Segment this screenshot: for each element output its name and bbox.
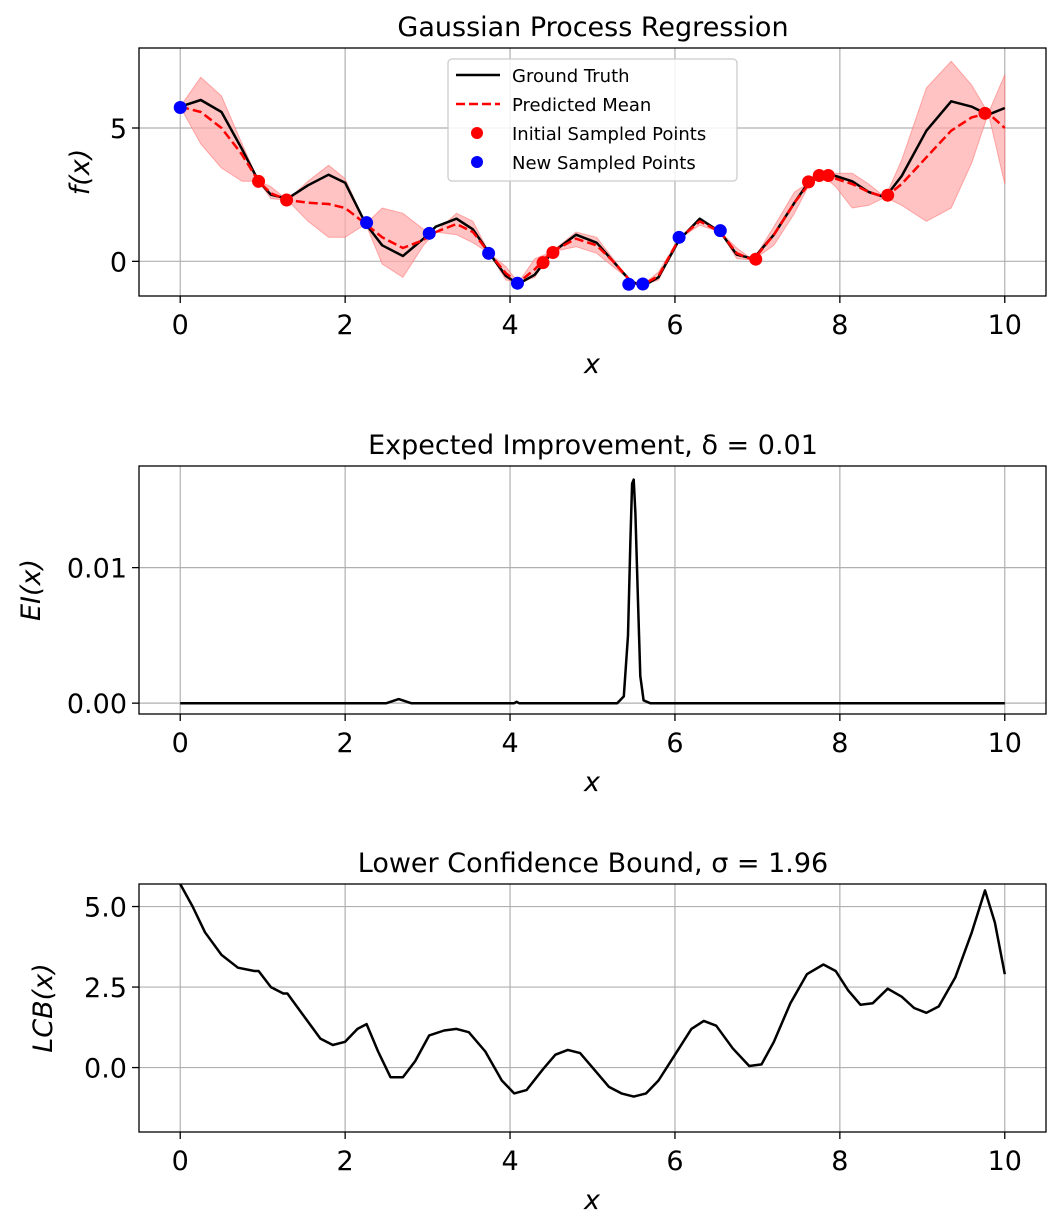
y-tick-label: 0.0 <box>84 1054 127 1085</box>
x-axis-label: x <box>583 349 601 380</box>
x-tick-labels: 0 2 4 6 8 10 <box>172 296 1022 341</box>
y-tick-labels: 05 <box>110 114 139 278</box>
legend-new-points-label: New Sampled Points <box>512 153 696 174</box>
x-tick-label: 10 <box>988 728 1022 759</box>
new-sampled-point <box>422 226 436 240</box>
y-tick-label: 0 <box>110 247 127 278</box>
legend-box <box>447 58 738 182</box>
x-tick-label: 0 <box>172 310 189 341</box>
panel-title: Lower Confidence Bound, σ = 1.96 <box>358 848 828 879</box>
initial-sampled-point <box>536 256 550 270</box>
x-axis-label: x <box>583 1185 601 1216</box>
x-tick-label: 0 <box>172 728 189 759</box>
plot-area <box>179 883 1007 1098</box>
y-tick-labels: 0.0 2.5 5.0 <box>84 893 139 1085</box>
new-sampled-point <box>360 216 374 230</box>
x-tick-labels: 0 2 4 6 8 10 <box>172 1132 1022 1177</box>
legend-predicted-mean-label: Predicted Mean <box>512 95 651 116</box>
x-tick-label: 4 <box>501 1146 518 1177</box>
panel-title: Expected Improvement, δ = 0.01 <box>368 430 818 461</box>
new-sampled-point <box>713 224 727 238</box>
x-tick-label: 2 <box>337 310 354 341</box>
x-tick-label: 10 <box>988 1146 1022 1177</box>
expected-improvement-panel: Expected Improvement, δ = 0.01 0 2 4 6 8 10 0… <box>16 430 1047 798</box>
plot-area <box>173 60 1006 291</box>
y-tick-label: 0.00 <box>67 689 127 720</box>
x-tick-label: 6 <box>666 728 683 759</box>
legend: Ground Truth Predicted Mean Initial Samp… <box>447 58 738 182</box>
y-tick-label: 5.0 <box>84 893 127 924</box>
initial-sampled-point <box>280 193 294 207</box>
x-tick-labels: 0 2 4 6 8 10 <box>172 714 1022 759</box>
x-tick-label: 8 <box>831 310 848 341</box>
new-sampled-point <box>173 100 187 114</box>
initial-sampled-point <box>546 246 560 260</box>
x-tick-label: 8 <box>831 1146 848 1177</box>
expected-improvement-line <box>180 478 1005 705</box>
y-tick-label: 0.01 <box>67 554 127 585</box>
y-tick-labels: 0.00 0.01 <box>67 554 139 720</box>
x-tick-label: 6 <box>666 1146 683 1177</box>
initial-sampled-point <box>881 188 895 202</box>
axes-frame <box>138 883 1047 1133</box>
plot-area <box>180 478 1005 705</box>
ground-truth-line <box>179 98 1006 288</box>
initial-sampled-point <box>749 252 763 266</box>
panel-title: Gaussian Process Regression <box>397 12 788 43</box>
legend-ground-truth-label: Ground Truth <box>512 66 630 87</box>
new-sampled-point <box>636 277 650 291</box>
x-tick-label: 8 <box>831 728 848 759</box>
lower-confidence-bound-panel: Lower Confidence Bound, σ = 1.96 0 2 4 6 8 10… <box>28 848 1047 1216</box>
x-axis-label: x <box>583 767 601 798</box>
x-tick-label: 2 <box>337 1146 354 1177</box>
new-sampled-point <box>672 230 686 244</box>
initial-sampled-point <box>821 168 835 182</box>
x-tick-label: 2 <box>337 728 354 759</box>
axes-frame <box>138 47 1047 297</box>
grid-lines <box>139 884 1046 1132</box>
initial-sampled-point <box>978 106 992 120</box>
x-tick-label: 10 <box>988 310 1022 341</box>
legend-initial-points-label: Initial Sampled Points <box>512 124 706 145</box>
initial-sampled-point <box>802 175 816 189</box>
x-tick-label: 4 <box>501 728 518 759</box>
initial-sampled-point <box>252 174 266 188</box>
y-tick-label: 5 <box>110 114 127 145</box>
axes-frame <box>138 465 1047 715</box>
x-tick-label: 0 <box>172 1146 189 1177</box>
x-tick-label: 4 <box>501 310 518 341</box>
initial-sampled-point <box>812 168 826 182</box>
y-axis-label: f(x) <box>65 149 96 196</box>
y-tick-label: 2.5 <box>84 973 127 1004</box>
new-sampled-point <box>622 277 636 291</box>
new-sampled-point <box>482 246 496 260</box>
y-axis-label: EI(x) <box>16 559 47 621</box>
confidence-band <box>179 60 1006 286</box>
gp-regression-panel: Gaussian Process Regression 0 2 4 6 8 10 05 x… <box>65 12 1047 380</box>
lower-confidence-bound-line <box>179 883 1007 1098</box>
x-tick-label: 6 <box>666 310 683 341</box>
new-sampled-point <box>510 276 524 290</box>
y-axis-label: LCB(x) <box>28 963 59 1052</box>
legend-new-points-swatch <box>471 156 483 168</box>
legend-initial-points-swatch <box>471 127 483 139</box>
